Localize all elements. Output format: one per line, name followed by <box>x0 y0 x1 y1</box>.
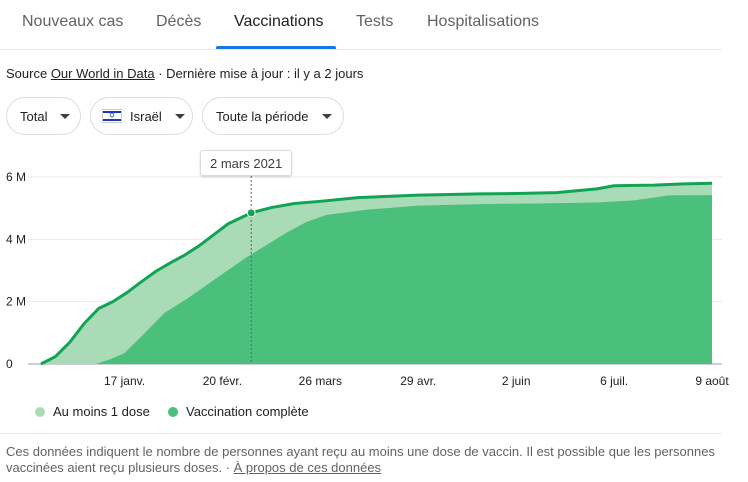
active-tab-indicator <box>216 46 336 49</box>
hover-point <box>246 208 256 218</box>
source-link[interactable]: Our World in Data <box>50 66 155 81</box>
x-tick-label: 29 avr. <box>400 374 436 388</box>
legend-full-label: Vaccination complète <box>186 404 309 419</box>
tab-deaths[interactable]: Décès <box>156 13 202 30</box>
about-data-link[interactable]: À propos de ces données <box>233 460 382 475</box>
legend-one-dose-label: Au moins 1 dose <box>53 404 150 419</box>
country-dropdown-label: Israël <box>130 108 162 124</box>
country-dropdown[interactable]: ✡ Israël <box>90 97 193 135</box>
line-one-dose <box>40 181 713 366</box>
x-tick-label: 26 mars <box>299 374 342 388</box>
y-tick-label: 6 M <box>6 170 26 184</box>
note-separator: · <box>222 460 234 475</box>
source-prefix: Source <box>6 66 51 81</box>
last-updated: · Dernière mise à jour : il y a 2 jours <box>154 66 364 81</box>
legend-one-dose-swatch <box>35 406 45 417</box>
period-dropdown[interactable]: Toute la période <box>202 97 344 135</box>
data-note-text: Ces données indiquent le nombre de perso… <box>6 444 715 475</box>
period-dropdown-label: Toute la période <box>216 108 309 124</box>
israel-flag-icon: ✡ <box>102 109 122 123</box>
chevron-down-icon <box>60 113 71 119</box>
tab-vaccinations[interactable]: Vaccinations <box>234 13 324 30</box>
area-full-vaccination <box>95 195 712 364</box>
metric-dropdown[interactable]: Total <box>6 97 81 135</box>
legend-full-swatch <box>168 406 178 417</box>
chevron-down-icon <box>321 113 332 119</box>
x-tick-label: 6 juil. <box>600 374 628 388</box>
x-tick-label: 20 févr. <box>203 374 242 388</box>
y-tick-label: 4 M <box>6 232 26 246</box>
data-note: Ces données indiquent le nombre de perso… <box>6 444 722 476</box>
y-tick-label: 2 M <box>6 295 26 309</box>
tab-bar: Nouveaux cas Décès Vaccinations Tests Ho… <box>0 0 722 50</box>
x-tick-label: 9 août <box>695 374 729 388</box>
tab-hospitalisations[interactable]: Hospitalisations <box>427 13 540 30</box>
legend-one-dose: Au moins 1 dose <box>35 404 150 419</box>
legend-full-vaccination: Vaccination complète <box>168 404 309 419</box>
divider <box>0 433 722 434</box>
hover-date-tooltip: 2 mars 2021 <box>200 150 293 176</box>
tab-tests[interactable]: Tests <box>356 13 394 30</box>
metric-dropdown-label: Total <box>20 108 48 124</box>
x-tick-label: 17 janv. <box>104 374 145 388</box>
vaccination-chart[interactable]: 6 M 4 M 2 M 0 17 janv. 20 févr. 26 mars 29 avr.… <box>0 0 748 400</box>
x-tick-label: 2 juin <box>502 374 531 388</box>
tab-new-cases[interactable]: Nouveaux cas <box>22 13 124 30</box>
source-line: Source Our World in Data · Dernière mise… <box>6 66 363 81</box>
y-tick-label: 0 <box>6 357 13 371</box>
chevron-down-icon <box>174 113 185 119</box>
